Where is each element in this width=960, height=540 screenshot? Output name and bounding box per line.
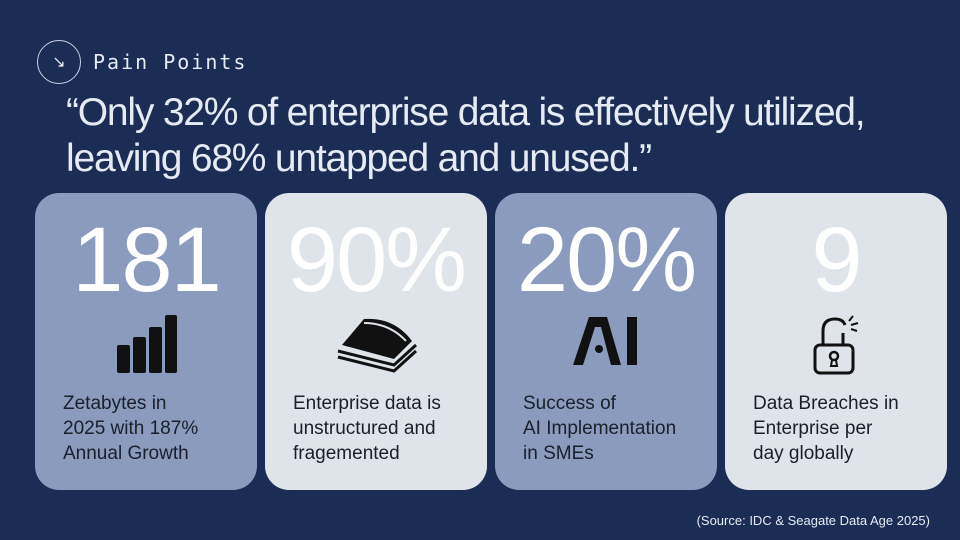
stat-value: 9 [811,209,862,311]
stat-description: Enterprise data is unstructured and frag… [293,393,441,464]
arrow-down-right-icon: ↘ [37,40,81,84]
stat-card-breaches: 9 Data Breaches in Enterprise per day gl… [725,193,947,490]
stat-value: 90% [286,209,467,311]
stacked-papers-icon [265,315,487,373]
broken-lock-icon [725,315,947,375]
headline-quote: “Only 32% of enterprise data is effectiv… [66,91,866,180]
stat-description: Zetabytes in 2025 with 187% Annual Growt… [63,393,199,464]
stat-value: 20% [516,209,697,311]
stat-value: 181 [72,209,222,311]
bar-chart-icon [35,315,257,373]
stat-card-zetabytes: 181 Zetabytes in 2025 with 187% Annual G… [35,193,257,490]
source-citation: (Source: IDC & Seagate Data Age 2025) [696,513,930,528]
ai-icon [495,315,717,367]
stat-description: Success of AI Implementation in SMEs [523,393,677,464]
stat-card-ai-success: 20% Success of AI Implementation in SMEs [495,193,717,490]
section-label: Pain Points [93,50,248,74]
stat-description: Data Breaches in Enterprise per day glob… [753,393,899,464]
stat-card-unstructured: 90% Enterprise data is unstructured and … [265,193,487,490]
